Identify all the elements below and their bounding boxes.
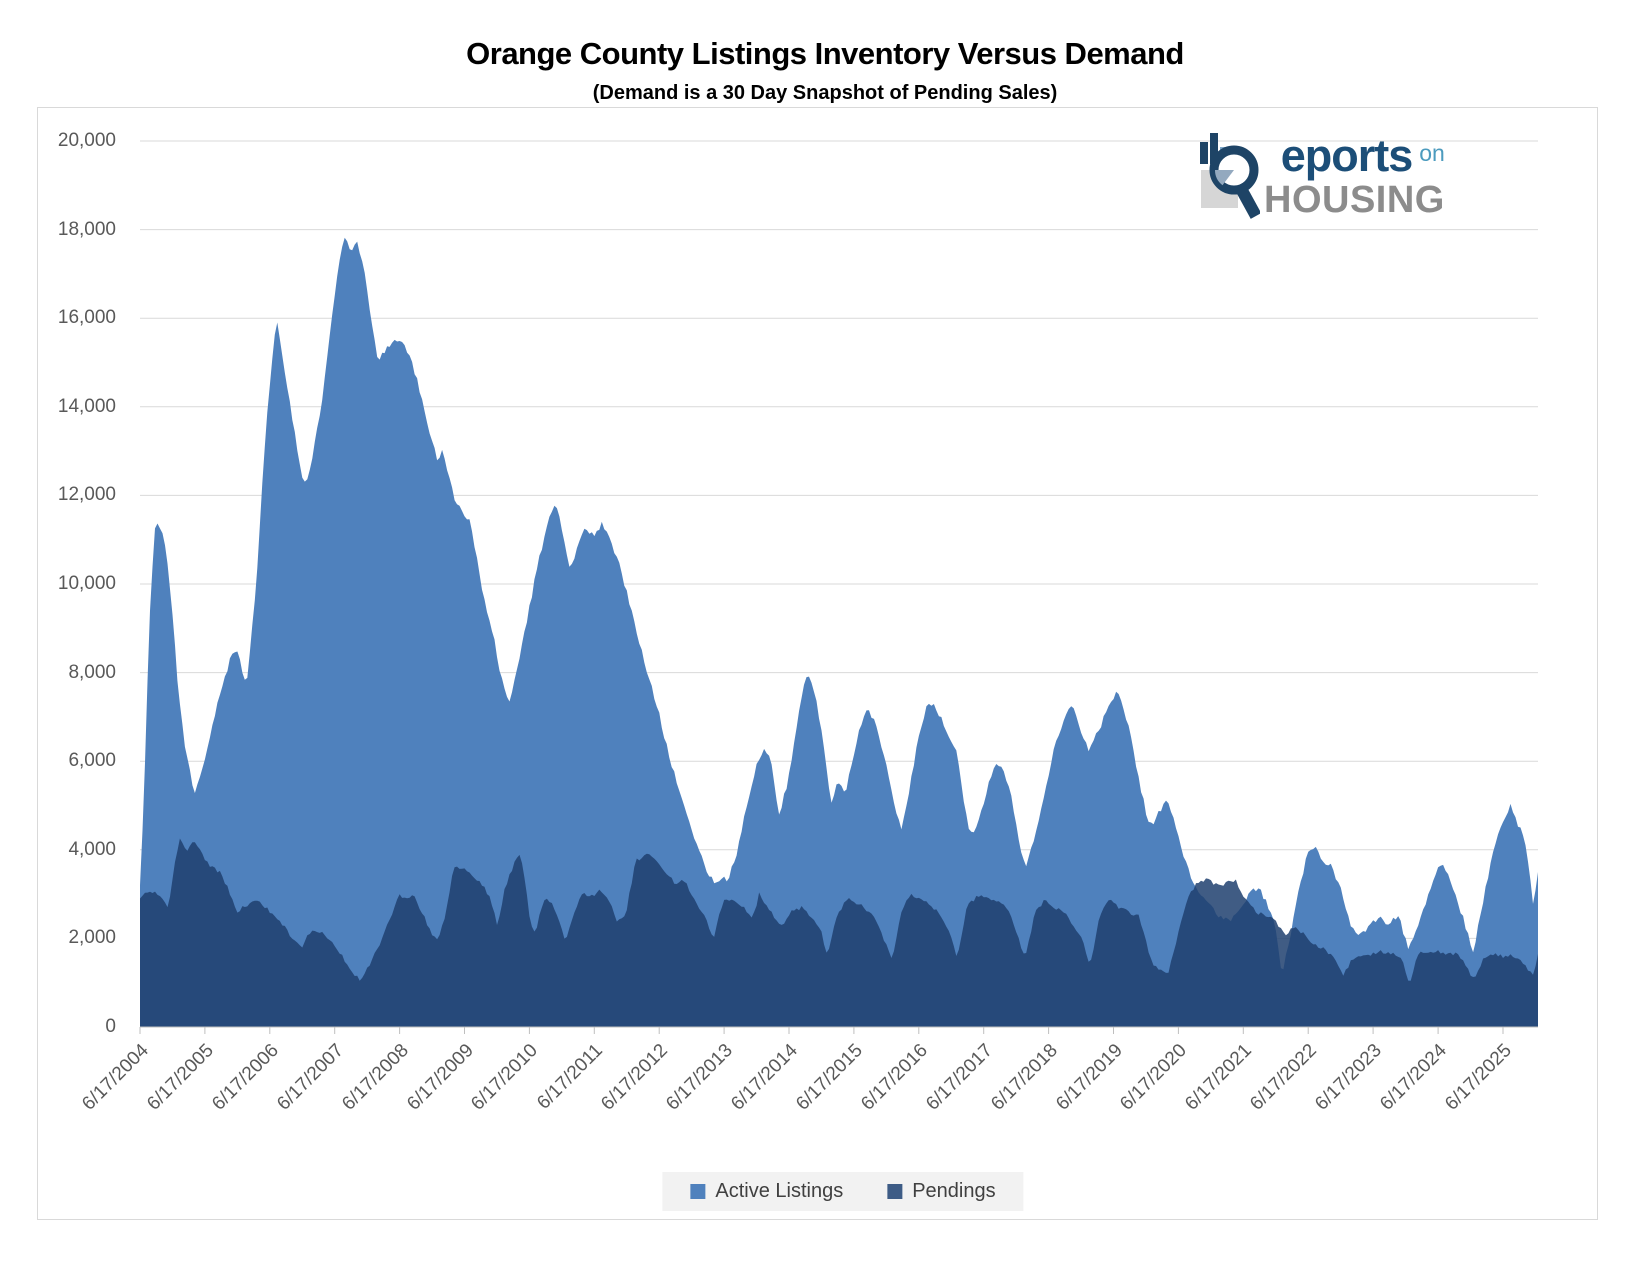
logo: eports on HOUSING <box>1198 130 1466 226</box>
logo-housing-text: HOUSING <box>1264 179 1445 221</box>
y-axis-label: 16,000 <box>57 307 116 329</box>
pendings-swatch-icon <box>887 1184 903 1199</box>
y-axis-label: 18,000 <box>57 218 116 240</box>
y-axis-label: 2,000 <box>68 927 116 949</box>
logo-text: eports on HOUSING <box>1264 130 1445 226</box>
y-axis-label: 10,000 <box>57 573 116 594</box>
y-axis-label: 4,000 <box>68 838 116 860</box>
y-axis-label: 14,000 <box>57 395 116 417</box>
y-axis-label: 20,000 <box>57 130 116 151</box>
logo-r-chart-icon <box>1200 133 1260 219</box>
legend-entry-active-listings: Active Listings <box>690 1180 843 1203</box>
y-axis-label: 8,000 <box>68 661 116 683</box>
chart-title: Orange County Listings Inventory Versus … <box>466 36 1184 71</box>
pendings-area <box>140 838 1538 1027</box>
y-axis-label: 0 <box>105 1016 116 1037</box>
active-listings-swatch-icon <box>690 1184 706 1199</box>
legend: Active Listings Pendings <box>662 1172 1024 1211</box>
legend-entry-pendings: Pendings <box>887 1180 996 1203</box>
logo-word-on: on <box>1419 140 1445 166</box>
y-axis-label: 6,000 <box>68 750 116 772</box>
logo-reports-text: eports on <box>1281 130 1445 179</box>
active-listings-area <box>140 237 1538 1028</box>
legend-label-active-listings: Active Listings <box>715 1180 844 1202</box>
y-axis-label: 12,000 <box>57 484 116 506</box>
chart-subtitle: (Demand is a 30 Day Snapshot of Pending … <box>592 82 1058 104</box>
logo-word-reports: eports <box>1280 130 1414 181</box>
legend-label-pendings: Pendings <box>912 1180 996 1202</box>
